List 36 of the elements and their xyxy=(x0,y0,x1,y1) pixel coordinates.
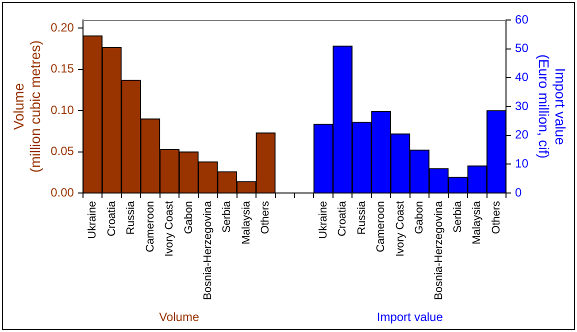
y2-tick-label: 60 xyxy=(515,12,529,26)
x-tick-label: Bosnia-Herzegovina xyxy=(202,200,214,300)
y-tick-label: 0.20 xyxy=(50,20,74,35)
x-tick-label: Malaysia xyxy=(471,200,484,244)
x-tick-label: Malaysia xyxy=(240,200,252,244)
y2-tick-label: 30 xyxy=(515,98,529,113)
y2-tick-label: 50 xyxy=(515,41,529,56)
x-tick-label: Russia xyxy=(125,200,138,235)
x-tick-label: Ukraine xyxy=(317,200,330,239)
y2-tick-label: 10 xyxy=(515,156,529,170)
x-tick-label: Ivory Coast xyxy=(164,200,176,257)
x-tick-label: Serbia xyxy=(221,200,234,233)
x-tick-label: Gabon xyxy=(182,200,195,234)
x-tick-label: Serbia xyxy=(452,200,464,233)
y2-axis-title: Import value (Euro million, cif) xyxy=(536,54,569,159)
x-tick-label: Cameroon xyxy=(144,200,156,252)
y-tick-label: 0.15 xyxy=(50,62,74,76)
y2-tick-label: 0 xyxy=(515,185,522,200)
y2-tick-label: 20 xyxy=(515,128,529,142)
x-tick-label: Bosnia-Herzegovina xyxy=(432,200,445,300)
x-tick-label: Gabon xyxy=(414,200,426,234)
y2-tick-label: 40 xyxy=(515,70,529,84)
x-tick-label: Others xyxy=(260,200,272,234)
y-tick-label: 0.00 xyxy=(50,185,74,200)
x-tick-label: Ivory Coast xyxy=(394,200,406,257)
y-tick-label: 0.10 xyxy=(50,102,74,117)
x-tick-label: Others xyxy=(490,200,502,234)
y-axis-title: Volume (million cubic metres) xyxy=(10,40,44,173)
x-tick-label: Cameroon xyxy=(375,200,388,252)
y-tick-label: 0.05 xyxy=(50,144,74,158)
x-tick-label: Croatia xyxy=(336,200,349,236)
x-tick-label: Russia xyxy=(356,200,368,235)
x-tick-label: Croatia xyxy=(106,200,118,236)
text: Volume xyxy=(159,310,200,324)
x-tick-label: Ukraine xyxy=(86,200,99,239)
text: Import value xyxy=(376,310,444,324)
